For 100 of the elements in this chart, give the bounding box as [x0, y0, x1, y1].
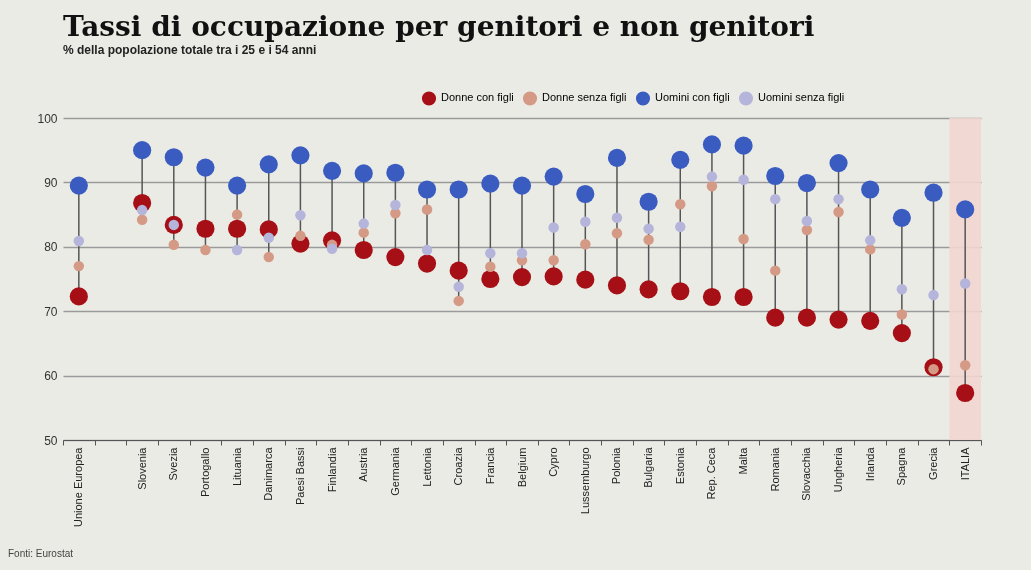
point: [580, 238, 591, 250]
point: [675, 199, 686, 210]
x-tick-label: Germania: [388, 446, 401, 496]
point: [607, 148, 627, 167]
point: [864, 235, 876, 246]
point: [358, 218, 369, 229]
point: [512, 176, 532, 195]
x-tick-label: Malta: [737, 446, 750, 475]
x-tick-label: Bulgaria: [642, 446, 655, 488]
x-tick-label: Finlandia: [325, 446, 338, 493]
chart-subtitle: % della popolazione totale tra i 25 e i 54 anni: [63, 43, 317, 57]
point: [959, 360, 971, 371]
point: [548, 255, 559, 266]
x-tick-label: Svezia: [167, 446, 180, 481]
x-tick-label: Slovacchia: [800, 446, 813, 501]
point: [892, 208, 911, 227]
point: [671, 282, 690, 301]
point: [354, 164, 373, 183]
point: [354, 240, 373, 260]
x-tick-label: Estonia: [673, 446, 686, 485]
point: [196, 219, 215, 238]
x-tick-label: Austria: [357, 446, 370, 482]
x-tick-label: Irlanda: [863, 446, 876, 482]
point: [801, 215, 813, 227]
x-tick-label: Lettonia: [420, 446, 433, 487]
point: [386, 163, 405, 182]
x-tick-label: Lituania: [230, 446, 243, 487]
point: [453, 295, 464, 307]
point: [196, 158, 215, 177]
point: [738, 174, 749, 186]
point: [136, 214, 148, 225]
point: [136, 204, 148, 216]
point: [133, 141, 152, 160]
x-tick-label: Portogallo: [198, 447, 211, 498]
x-tick-label: Danimarca: [262, 446, 275, 501]
point: [449, 180, 468, 199]
point: [421, 244, 433, 256]
point: [861, 311, 880, 330]
point: [228, 219, 247, 238]
x-tick-label: Ungheria: [832, 446, 845, 493]
point: [164, 148, 183, 167]
text: Fonti: Eurostat: [8, 548, 74, 559]
point: [228, 176, 247, 195]
point: [896, 309, 908, 320]
point: [797, 308, 816, 327]
point: [770, 265, 781, 276]
point: [421, 204, 433, 215]
point: [326, 243, 338, 254]
point: [833, 193, 844, 205]
point: [417, 254, 437, 273]
point: [580, 216, 591, 227]
point: [512, 268, 532, 287]
point: [801, 224, 813, 236]
point: [417, 180, 437, 199]
x-tick-label: Paesi Bassi: [293, 447, 306, 505]
point: [892, 324, 911, 343]
point: [607, 276, 627, 295]
point: [797, 173, 816, 193]
point: [611, 228, 623, 239]
point: [390, 199, 401, 211]
point: [453, 281, 464, 292]
y-tick-label: 80: [44, 240, 58, 255]
point: [548, 222, 559, 233]
y-tick-label: 70: [44, 304, 58, 319]
point: [231, 244, 243, 256]
point: [73, 260, 85, 272]
legend-label: Donne con figli: [441, 91, 514, 104]
point: [386, 248, 405, 267]
point: [864, 244, 876, 255]
legend-label: Uomini con figli: [655, 91, 730, 104]
y-tick-label: 60: [44, 369, 58, 384]
point: [485, 261, 496, 272]
point: [358, 227, 369, 238]
x-tick-label: ITALIA: [958, 446, 971, 481]
y-tick-label: 100: [37, 111, 58, 126]
point: [639, 280, 658, 299]
point: [576, 270, 595, 289]
point: [706, 171, 718, 182]
point: [833, 206, 844, 218]
point: [706, 181, 718, 192]
point: [231, 209, 243, 220]
point: [544, 167, 563, 186]
point: [516, 248, 528, 259]
legend-label: Uomini senza figli: [758, 91, 845, 104]
x-tick-label: Cypro: [547, 447, 560, 477]
legend-label: Donne senza figli: [542, 91, 627, 104]
point: [770, 193, 781, 205]
point: [639, 192, 658, 211]
point: [738, 233, 749, 245]
y-tick-label: 90: [44, 175, 58, 190]
point: [291, 146, 310, 165]
point: [734, 287, 753, 307]
point: [643, 223, 654, 234]
x-tick-label: Croazia: [452, 446, 465, 486]
point: [322, 161, 342, 180]
chart-title: Tassi di occupazione per genitori e non genitori: [63, 10, 815, 43]
point: [259, 155, 278, 174]
point: [481, 269, 500, 289]
x-tick-label: Grecia: [927, 446, 940, 480]
point: [481, 174, 500, 193]
